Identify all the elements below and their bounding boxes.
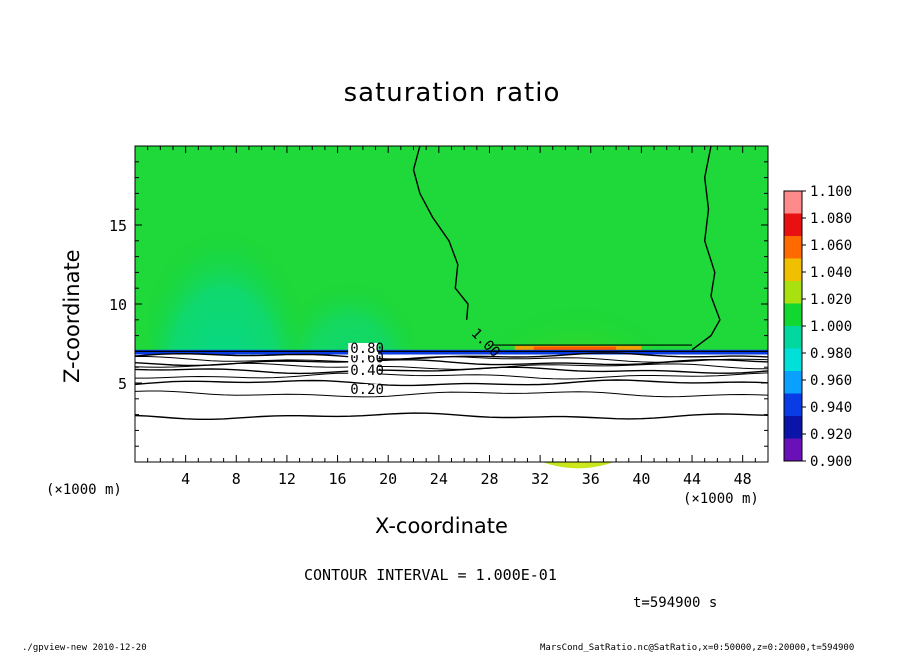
y-axis-label: Z-coordinate: [60, 249, 84, 383]
contour-line: [134, 379, 769, 387]
contour-label-bg: [348, 384, 379, 397]
colorbar-segment: [784, 326, 802, 349]
colorbar-label: 0.900: [810, 454, 852, 470]
colorbar-segment: [784, 303, 802, 326]
colorbar-label: 1.000: [810, 319, 852, 335]
y-tick-label: 15: [109, 217, 127, 235]
colorbar-label: 1.060: [810, 238, 852, 254]
contour-label: 0.80: [350, 341, 384, 357]
contour-label: 0.40: [350, 363, 384, 379]
x-tick-label: 28: [480, 470, 498, 488]
x-tick-label: 40: [632, 470, 650, 488]
x-tick-label: 4: [181, 470, 190, 488]
x-tick-label: 44: [683, 470, 701, 488]
contour-line: [134, 390, 769, 398]
x-tick-label: 36: [582, 470, 600, 488]
chart-title: saturation ratio: [343, 78, 561, 108]
contour-label: 0.20: [350, 382, 384, 398]
footer-right-text: MarsCond_SatRatio.nc@SatRatio,x=0:50000,…: [540, 643, 855, 653]
y-tick-label: 10: [109, 296, 127, 314]
x-tick-label: 16: [329, 470, 347, 488]
contour-line: [691, 145, 721, 351]
x-unit-label-right: (×1000 m): [683, 491, 759, 507]
x-tick-label: 12: [278, 470, 296, 488]
x-tick-label: 48: [734, 470, 752, 488]
x-axis-label: X-coordinate: [375, 514, 508, 538]
x-tick-label: 32: [531, 470, 549, 488]
x-tick-label: 20: [379, 470, 397, 488]
colorbar-segment: [784, 236, 802, 259]
colorbar-label: 0.940: [810, 400, 852, 416]
x-unit-label-left: (×1000 m): [46, 482, 122, 498]
contour-line: [135, 372, 769, 380]
colorbar-label: 1.020: [810, 292, 852, 308]
contour-line: [412, 145, 469, 320]
colorbar-label: 1.080: [810, 211, 852, 227]
contour-label-bg: [348, 365, 379, 378]
colorbar-segment: [784, 191, 802, 214]
colorbar-label: 0.920: [810, 427, 852, 443]
colorbar-label: 1.040: [810, 265, 852, 281]
x-tick-label: 8: [232, 470, 241, 488]
contour-label-bg: [348, 352, 379, 365]
contour-label-bg: [348, 342, 379, 355]
colorbar-segment: [784, 348, 802, 371]
colorbar-segment: [784, 371, 802, 394]
contour-line: [134, 412, 769, 420]
colorbar-segment: [784, 258, 802, 281]
x-tick-label: 24: [430, 470, 448, 488]
field-warm-strip: [533, 346, 617, 351]
colorbar-segment: [784, 438, 802, 461]
colorbar-label: 1.100: [810, 184, 852, 200]
colorbar-segment: [784, 416, 802, 439]
colorbar-segment: [784, 213, 802, 236]
field-lower-region: [135, 354, 768, 462]
contour-line: [134, 366, 769, 375]
contour-line: [134, 362, 769, 370]
time-label: t=594900 s: [633, 595, 718, 611]
colorbar-segment: [784, 281, 802, 304]
footer-left-text: ./gpview-new 2010-12-20: [22, 643, 147, 653]
colorbar-segment: [784, 393, 802, 416]
y-tick-label: 5: [118, 375, 127, 393]
colorbar-label: 0.980: [810, 346, 852, 362]
contour-interval-text: CONTOUR INTERVAL = 1.000E-01: [304, 566, 557, 584]
colorbar-label: 0.960: [810, 373, 852, 389]
field-layer-edge: [135, 349, 768, 355]
